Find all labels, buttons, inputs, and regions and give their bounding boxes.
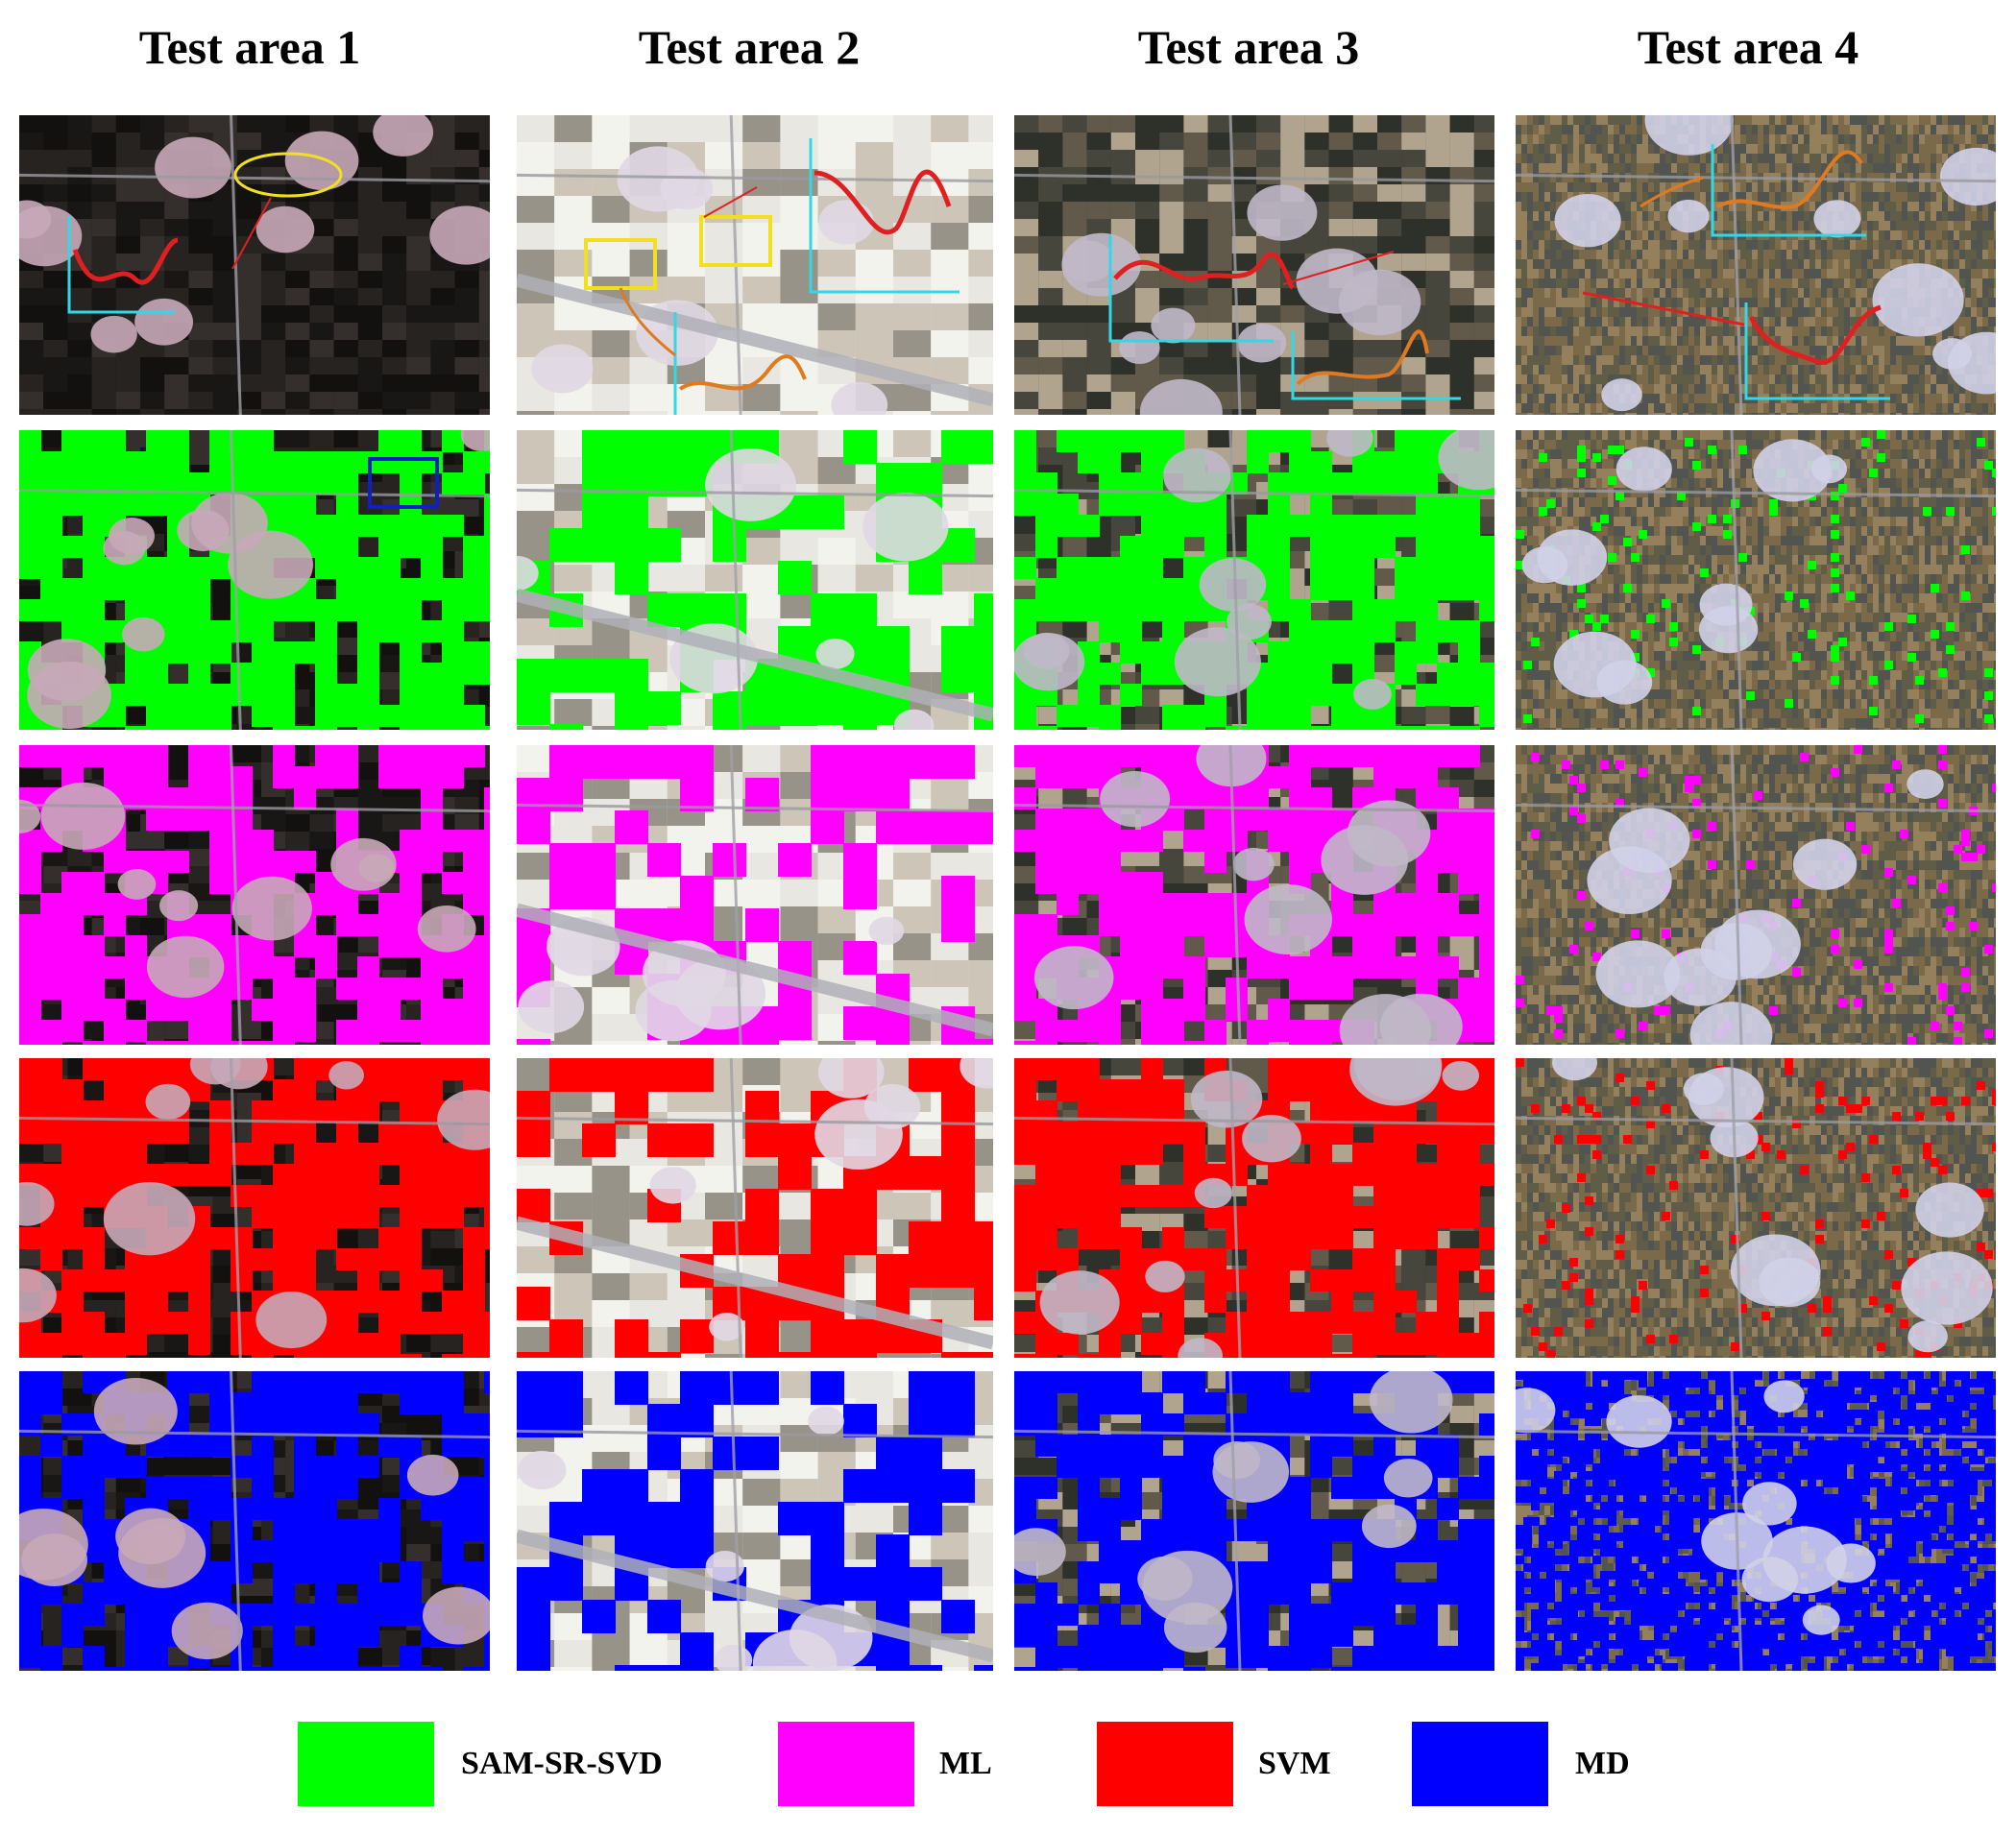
panel-md-area-2 <box>517 1371 993 1671</box>
column-title-4: Test area 4 <box>1518 13 1979 81</box>
legend-swatch-sam-sr-svd <box>298 1722 434 1806</box>
panel-ml-area-3 <box>1014 745 1494 1045</box>
panel-original-area-2 <box>517 115 993 415</box>
panel-original-area-4 <box>1516 115 1996 415</box>
column-title-3: Test area 3 <box>1018 13 1479 81</box>
panel-svm-area-4 <box>1516 1058 1996 1358</box>
panel-ml-area-2 <box>517 745 993 1045</box>
column-title-1: Test area 1 <box>19 13 480 81</box>
panel-sam-sr-svd-area-2 <box>517 430 993 730</box>
legend-label-md: MD <box>1575 1740 1630 1788</box>
panel-md-area-4 <box>1516 1371 1996 1671</box>
panel-sam-sr-svd-area-4 <box>1516 430 1996 730</box>
legend-label-ml: ML <box>939 1740 992 1788</box>
legend-swatch-ml <box>778 1722 914 1806</box>
panel-original-area-3 <box>1014 115 1494 415</box>
panel-ml-area-4 <box>1516 745 1996 1045</box>
panel-md-area-1 <box>19 1371 490 1671</box>
panel-svm-area-3 <box>1014 1058 1494 1358</box>
panel-original-area-1 <box>19 115 490 415</box>
legend-label-svm: SVM <box>1258 1740 1331 1788</box>
legend-label-sam-sr-svd: SAM-SR-SVD <box>461 1740 663 1788</box>
panel-ml-area-1 <box>19 745 490 1045</box>
panel-svm-area-2 <box>517 1058 993 1358</box>
panel-md-area-3 <box>1014 1371 1494 1671</box>
legend-swatch-svm <box>1097 1722 1233 1806</box>
legend-swatch-md <box>1412 1722 1548 1806</box>
panel-sam-sr-svd-area-3 <box>1014 430 1494 730</box>
panel-svm-area-1 <box>19 1058 490 1358</box>
panel-sam-sr-svd-area-1 <box>19 430 490 730</box>
column-title-2: Test area 2 <box>519 13 980 81</box>
